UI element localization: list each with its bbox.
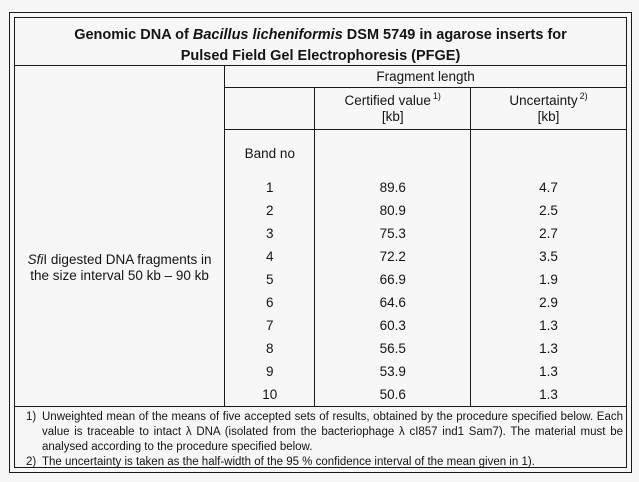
band-number: 3 [224,222,316,245]
empty-cell [470,130,626,177]
uncertainty-unit: [kb] [537,108,560,124]
data-table: Fragment length Certified value 1) [kb] U… [15,66,626,406]
band-number: 5 [224,268,316,291]
band-number: 4 [224,245,316,268]
row-group-label: SfiI digested DNA fragments in the size … [15,129,226,406]
uncertainty-value: 4.7 [539,180,558,195]
uncertainty-value: 1.9 [539,272,558,287]
uncertainty-value: 2.7 [539,226,558,241]
certified-value-header: Certified value 1) [kb] [314,87,471,130]
uncertainty-value: 1.3 [539,341,558,356]
footnote-2-text: The uncertainty is taken as the half-wid… [42,456,535,468]
certified-value: 75.3 [314,222,471,245]
table-row: 3 75.3 2.7 [15,222,626,245]
certified-value: 53.9 [314,360,471,383]
band-number: 10 [224,383,316,406]
certified-value: 80.9 [314,199,471,222]
title-line-2: Pulsed Field Gel Electrophoresis (PFGE) [180,48,461,64]
uncertainty-value: 1.3 [539,387,558,402]
certified-value: 72.2 [314,245,471,268]
fragment-length-header: Fragment length [224,66,626,88]
row-group-label-text: I digested DNA fragments in [43,252,212,268]
footnote-1: 1) Unweighted mean of the means of five … [17,410,623,455]
uncertainty-value: 2.5 [539,203,558,218]
header-row-group: Fragment length [15,66,626,130]
certified-value: 60.3 [314,314,471,337]
certificate-table-outer-border: Genomic DNA of Bacillus licheniformis DS… [9,12,632,473]
species-name: Bacillus licheniformis [192,27,343,43]
table-title: Genomic DNA of Bacillus licheniformis DS… [15,18,626,66]
table-row: 6 64.6 2.9 [15,291,626,314]
table-row: 10 50.6 1.3 [15,383,626,406]
uncertainty-value: 2.9 [539,295,558,310]
uncertainty-label: Uncertainty [509,92,578,108]
band-no-label: Band no [224,129,316,176]
row-group-label-line-1: SfiI digested DNA fragments in [15,252,224,268]
certified-value: 66.9 [314,268,471,291]
table-row: 4 72.2 3.5 [15,245,626,268]
band-number: 6 [224,291,316,314]
footnote-1-text: Unweighted mean of the means of five acc… [42,411,623,453]
band-number: 1 [224,176,316,199]
title-line-1: Genomic DNA of Bacillus licheniformis DS… [15,25,626,46]
title-text: DSM 5749 in agarose inserts for [342,27,567,43]
table-row: 8 56.5 1.3 [15,337,626,360]
band-number: 9 [224,360,316,383]
footnote-ref-2: 2) [579,91,588,101]
table-row: 1 89.6 4.7 [15,176,626,199]
title-text: Genomic DNA of [74,27,193,43]
uncertainty-value: 3.5 [539,249,558,264]
uncertainty-header: Uncertainty 2) [kb] [470,87,626,130]
header-row-columns: Certified value 1) [kb] Uncertainty 2) [kb… [15,87,626,130]
row-group-label-line-2: the size interval 50 kb – 90 kb [30,267,209,283]
certified-value: 64.6 [314,291,471,314]
certified-value: 50.6 [314,383,471,406]
table-row: 9 53.9 1.3 [15,360,626,383]
band-number: 7 [224,314,316,337]
table-row: 5 66.9 1.9 [15,268,626,291]
band-column-header-empty [224,87,316,130]
empty-cell [314,129,471,176]
footnote-1-marker: 1) [26,411,37,423]
certified-value: 56.5 [314,337,471,360]
enzyme-name: Sfi [27,252,44,268]
table-row: 7 60.3 1.3 [15,314,626,337]
certificate-table: Genomic DNA of Bacillus licheniformis DS… [14,17,627,468]
uncertainty-value: 1.3 [539,318,558,333]
band-number: 2 [224,199,316,222]
band-number: 8 [224,337,316,360]
footnote-2-marker: 2) [26,456,37,468]
uncertainty-value: 1.3 [539,364,558,379]
footnote-2: 2) The uncertainty is taken as the half-… [17,455,623,468]
certified-value: 89.6 [314,176,471,199]
empty-corner-cell [15,66,226,130]
certified-value-unit: [kb] [381,108,404,124]
footnotes-section: 1) Unweighted mean of the means of five … [15,406,626,468]
footnote-ref-1: 1) [432,91,441,101]
table-row: 2 80.9 2.5 [15,199,626,222]
certified-value-label: Certified value [344,92,431,108]
band-header-row: SfiI digested DNA fragments in the size … [15,129,626,406]
